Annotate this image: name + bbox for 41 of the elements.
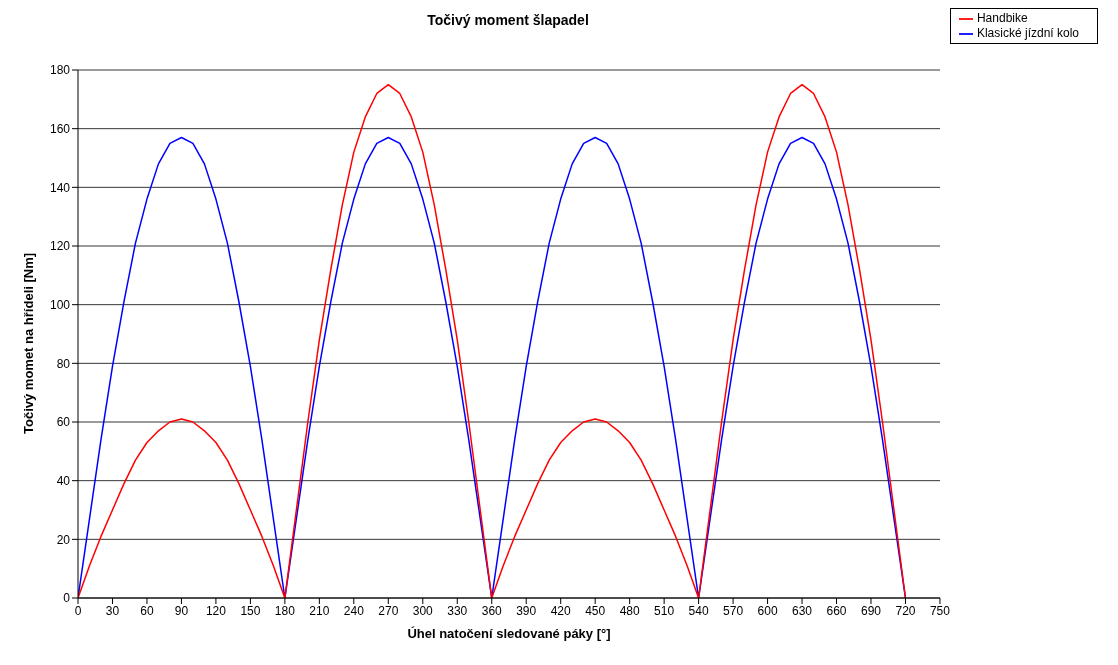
y-tick-label: 160 xyxy=(49,121,71,136)
x-tick-label: 570 xyxy=(723,603,744,618)
y-tick-label: 180 xyxy=(49,63,71,78)
x-axis-title: Úhel natočení sledované páky [°] xyxy=(407,626,611,641)
y-axis-title: Točivý momet na hřídeli [Nm] xyxy=(20,252,36,434)
x-tick-label: 690 xyxy=(860,603,882,618)
y-tick-label: 60 xyxy=(56,415,71,430)
x-tick-label: 360 xyxy=(481,603,503,618)
y-tick-label: 40 xyxy=(56,473,71,488)
chart-title: Točivý moment šlapadel xyxy=(427,12,589,28)
x-tick-label: 450 xyxy=(585,603,606,618)
legend-label: Klasické jízdní kolo xyxy=(976,25,1079,40)
x-tick-label: 480 xyxy=(619,603,640,618)
y-tick-label: 0 xyxy=(63,591,71,606)
x-tick-label: 210 xyxy=(309,603,330,618)
y-tick-label: 20 xyxy=(56,532,71,547)
x-tick-label: 240 xyxy=(343,603,365,618)
x-tick-label: 60 xyxy=(140,603,154,618)
x-tick-label: 420 xyxy=(550,603,572,618)
y-tick-label: 140 xyxy=(49,180,71,195)
x-tick-label: 270 xyxy=(378,603,399,618)
x-tick-label: 0 xyxy=(74,603,82,618)
y-tick-label: 80 xyxy=(56,356,71,371)
x-tick-label: 120 xyxy=(205,603,227,618)
x-tick-label: 660 xyxy=(826,603,847,618)
x-tick-label: 390 xyxy=(516,603,537,618)
legend-label: Handbike xyxy=(976,11,1028,25)
x-tick-label: 30 xyxy=(105,603,120,618)
y-tick-label: 120 xyxy=(49,239,71,254)
x-tick-label: 720 xyxy=(895,603,916,618)
x-tick-label: 150 xyxy=(240,603,261,618)
x-tick-label: 330 xyxy=(447,603,468,618)
x-tick-label: 540 xyxy=(688,603,709,618)
x-tick-label: 180 xyxy=(274,603,296,618)
x-tick-label: 750 xyxy=(929,603,951,618)
y-tick-label: 100 xyxy=(49,297,71,312)
x-tick-label: 600 xyxy=(757,603,778,618)
x-tick-label: 90 xyxy=(174,603,189,618)
x-tick-label: 300 xyxy=(412,603,434,618)
x-tick-label: 510 xyxy=(654,603,675,618)
x-tick-label: 630 xyxy=(792,603,813,618)
